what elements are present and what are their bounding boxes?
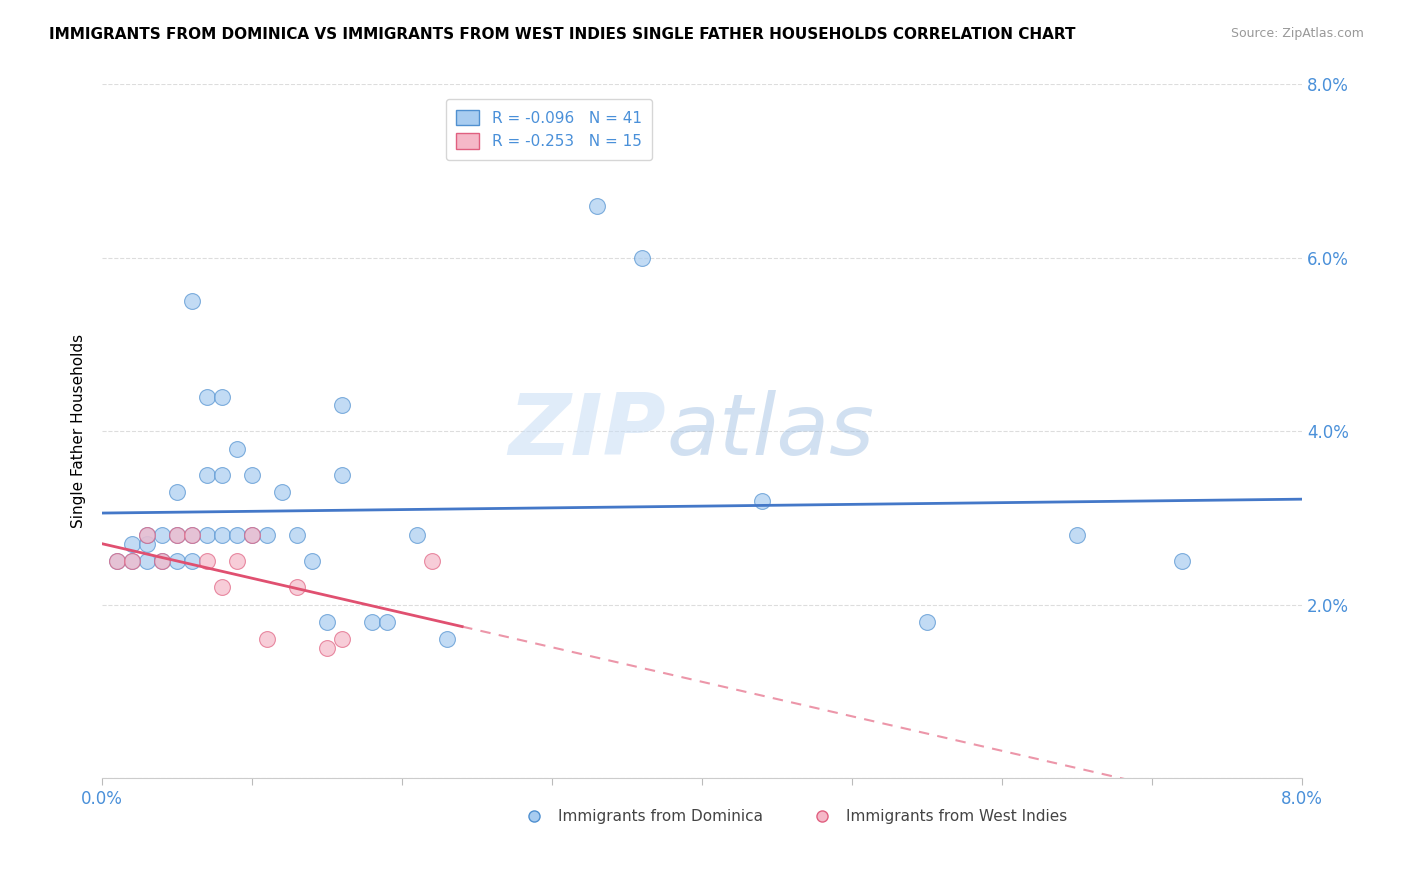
Point <box>361 615 384 629</box>
Point <box>150 554 173 568</box>
Point <box>181 528 204 542</box>
Point <box>105 554 128 568</box>
Text: Immigrants from West Indies: Immigrants from West Indies <box>846 809 1067 824</box>
Point <box>150 528 173 542</box>
Point <box>150 554 173 568</box>
Point <box>631 251 654 265</box>
Point <box>406 528 429 542</box>
Point <box>330 467 353 482</box>
Point <box>136 528 159 542</box>
Point <box>271 485 294 500</box>
Point <box>136 554 159 568</box>
Point <box>166 485 188 500</box>
Point <box>226 442 249 456</box>
Point <box>226 528 249 542</box>
Point <box>195 528 218 542</box>
Point <box>751 493 773 508</box>
Point <box>240 467 263 482</box>
Point <box>301 554 323 568</box>
Point <box>256 632 278 647</box>
Point <box>121 537 143 551</box>
Point <box>240 528 263 542</box>
Point <box>121 554 143 568</box>
Point <box>226 554 249 568</box>
Point <box>195 467 218 482</box>
Point <box>316 615 339 629</box>
Legend: R = -0.096   N = 41, R = -0.253   N = 15: R = -0.096 N = 41, R = -0.253 N = 15 <box>446 99 652 160</box>
Point <box>195 390 218 404</box>
Point <box>166 528 188 542</box>
Point <box>121 554 143 568</box>
Point <box>330 398 353 412</box>
Text: IMMIGRANTS FROM DOMINICA VS IMMIGRANTS FROM WEST INDIES SINGLE FATHER HOUSEHOLDS: IMMIGRANTS FROM DOMINICA VS IMMIGRANTS F… <box>49 27 1076 42</box>
Point <box>166 528 188 542</box>
Point <box>181 554 204 568</box>
Point <box>436 632 458 647</box>
Text: ZIP: ZIP <box>509 390 666 473</box>
Point <box>1171 554 1194 568</box>
Point <box>181 294 204 309</box>
Point <box>136 528 159 542</box>
Text: Source: ZipAtlas.com: Source: ZipAtlas.com <box>1230 27 1364 40</box>
Point <box>211 390 233 404</box>
Point <box>420 554 443 568</box>
Point <box>181 528 204 542</box>
Point <box>211 581 233 595</box>
Point <box>285 581 308 595</box>
Point <box>166 554 188 568</box>
Point <box>211 467 233 482</box>
Point <box>195 554 218 568</box>
Point <box>105 554 128 568</box>
Point <box>375 615 398 629</box>
Point <box>316 641 339 656</box>
Point <box>285 528 308 542</box>
Point <box>211 528 233 542</box>
Point <box>1066 528 1088 542</box>
Point <box>240 528 263 542</box>
Point <box>136 537 159 551</box>
Point <box>330 632 353 647</box>
Point <box>586 199 609 213</box>
Text: atlas: atlas <box>666 390 875 473</box>
Point <box>256 528 278 542</box>
Point <box>915 615 938 629</box>
Text: Immigrants from Dominica: Immigrants from Dominica <box>558 809 763 824</box>
Y-axis label: Single Father Households: Single Father Households <box>72 334 86 528</box>
